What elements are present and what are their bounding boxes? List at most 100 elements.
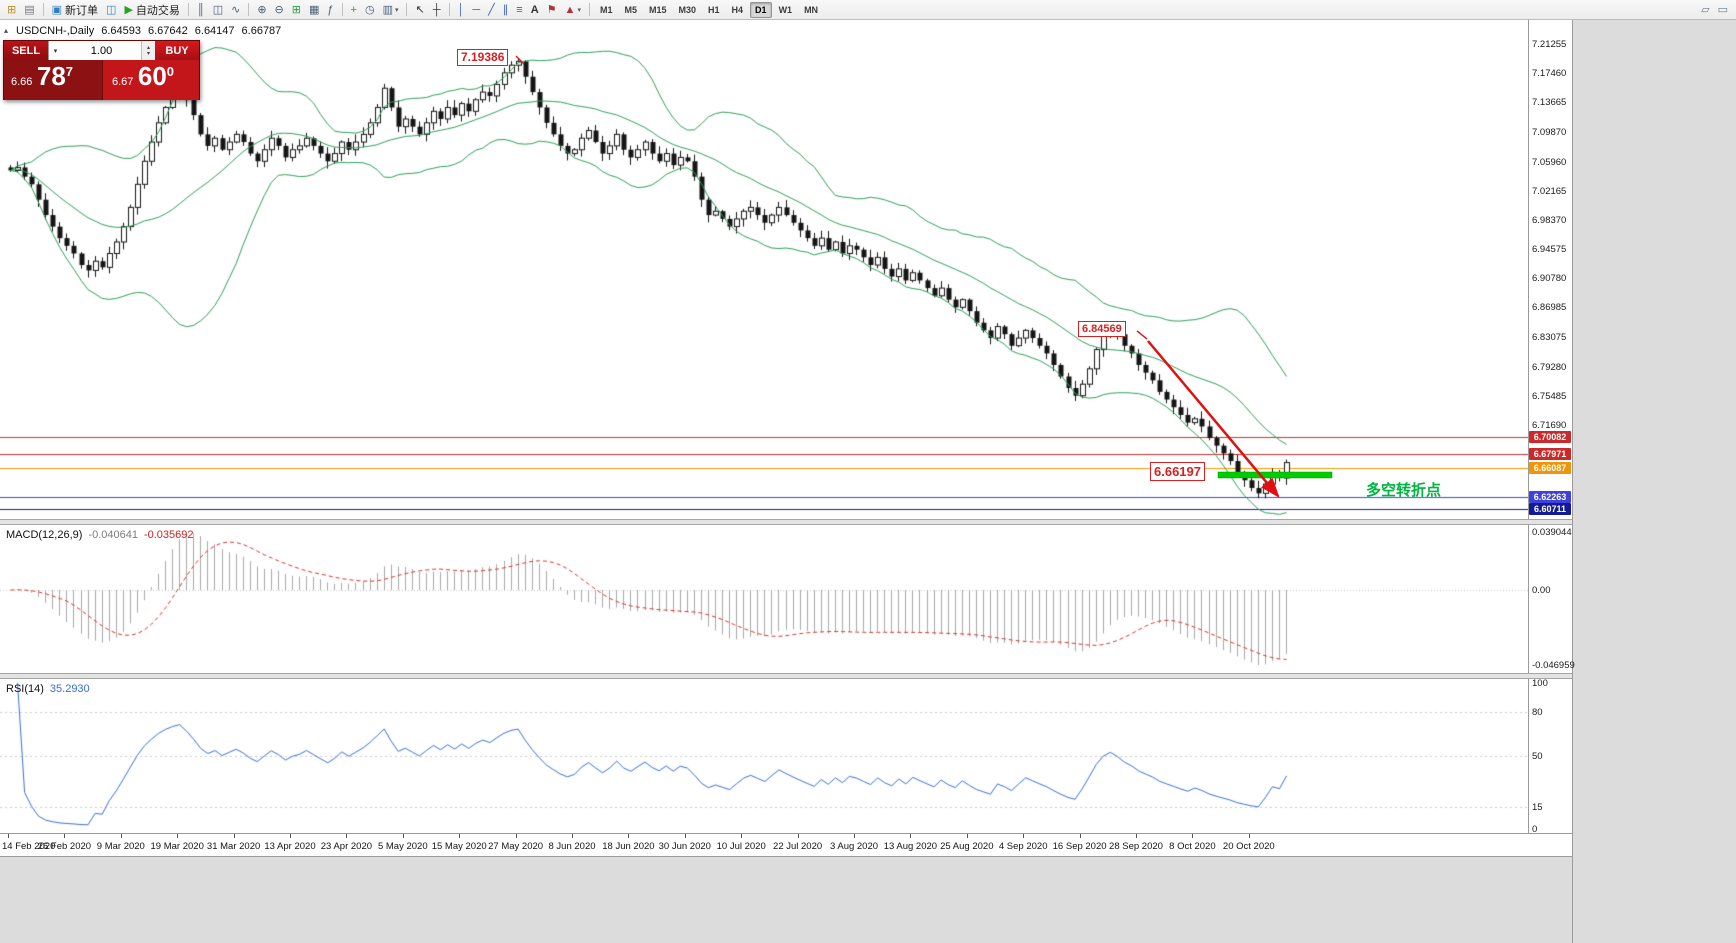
crosshair-icon: ┼ bbox=[432, 3, 441, 16]
price-axis-label: 7.21255 bbox=[1532, 39, 1567, 50]
channel-button[interactable]: ∥ bbox=[499, 1, 513, 19]
window-cascade-button[interactable]: ▱ bbox=[1697, 1, 1713, 19]
sell-price[interactable]: 6.66 787 bbox=[4, 60, 102, 100]
trendline-button[interactable]: ╱ bbox=[484, 1, 499, 19]
main-chart-canvas[interactable] bbox=[0, 20, 1528, 519]
sell-options-dropdown-icon[interactable]: ▾ bbox=[48, 41, 62, 60]
turning-point-text[interactable]: 多空转折点 bbox=[1366, 482, 1442, 499]
rsi-axis-label: 0 bbox=[1532, 824, 1538, 835]
workspace-empty-area bbox=[0, 856, 1572, 943]
text-button[interactable]: A bbox=[527, 1, 543, 19]
buy-button[interactable]: BUY bbox=[155, 41, 199, 60]
zoom-out-button[interactable]: ⊖ bbox=[271, 1, 288, 19]
time-axis-tick bbox=[910, 834, 912, 838]
crosshair-button[interactable]: ┼ bbox=[429, 1, 445, 19]
timeframe-h4-button[interactable]: H4 bbox=[731, 4, 744, 15]
new-chart-button[interactable]: ⊞ bbox=[3, 1, 20, 19]
volume-decrease-icon[interactable]: ▾ bbox=[146, 50, 150, 57]
volume-stepper[interactable]: ▴ ▾ bbox=[141, 41, 155, 60]
window-tile-button[interactable]: ▭ bbox=[1714, 1, 1732, 19]
time-axis-label: 22 Jul 2020 bbox=[773, 841, 823, 852]
time-axis-tick bbox=[684, 834, 686, 838]
price-axis-label: 6.83075 bbox=[1532, 332, 1567, 344]
cursor-button[interactable]: ↖ bbox=[411, 1, 428, 19]
channel-icon: ∥ bbox=[502, 3, 509, 16]
time-axis-tick bbox=[8, 834, 9, 838]
arrows-dropdown-icon[interactable]: ▾ bbox=[577, 6, 581, 14]
periods-button[interactable]: ◷ bbox=[361, 1, 379, 19]
macd-panel-canvas[interactable] bbox=[0, 525, 1528, 673]
price-level-tag[interactable]: 6.60711 bbox=[1529, 503, 1571, 516]
templates-icon: ▥ bbox=[382, 3, 393, 16]
rsi-axis-label: 100 bbox=[1532, 678, 1548, 689]
toolbar-separator bbox=[588, 3, 590, 16]
market-watch-button[interactable]: ◫ bbox=[102, 1, 120, 19]
window-cascade-icon: ▱ bbox=[1701, 4, 1710, 16]
timeframe-h1-button[interactable]: H1 bbox=[708, 4, 720, 15]
horizontal-line-button[interactable]: ─ bbox=[468, 1, 484, 19]
price-level-tag[interactable]: 6.67971 bbox=[1529, 447, 1571, 460]
price-axis-label: 7.02165 bbox=[1532, 185, 1567, 197]
fibonacci-button[interactable]: ≡ bbox=[512, 1, 526, 19]
indicator-list-button[interactable]: ƒ bbox=[323, 1, 337, 19]
workspace-empty-area bbox=[1572, 20, 1736, 943]
time-axis-tick bbox=[64, 834, 66, 838]
timeframe-d1-button[interactable]: D1 bbox=[750, 1, 772, 18]
peak-price-annotation[interactable]: 7.19386 bbox=[457, 49, 509, 66]
volume-input[interactable]: 1.00 bbox=[62, 41, 141, 60]
sell-button[interactable]: SELL bbox=[4, 41, 48, 60]
timeframe-mn-button[interactable]: MN bbox=[804, 4, 819, 15]
text-label-button[interactable]: ⚑ bbox=[543, 1, 561, 19]
new-order-button[interactable]: ▣ 新订单 bbox=[48, 1, 102, 19]
price-level-tag[interactable]: 6.70082 bbox=[1529, 431, 1571, 444]
tile-windows-button[interactable]: ⊞ bbox=[288, 1, 305, 19]
timeframe-m30-button[interactable]: M30 bbox=[678, 4, 697, 15]
price-axis-label: 6.90780 bbox=[1532, 273, 1567, 285]
price-axis-label: 6.94575 bbox=[1532, 244, 1567, 256]
timeframe-m1-button[interactable]: M1 bbox=[599, 4, 613, 15]
timeframe-w1-button[interactable]: W1 bbox=[778, 4, 793, 15]
buy-price[interactable]: 6.67 600 bbox=[102, 60, 199, 100]
time-axis-tick bbox=[797, 834, 799, 838]
trade-panel-prices: 6.66 787 6.67 600 bbox=[4, 60, 199, 100]
price-scale-column bbox=[1528, 20, 1572, 833]
add-indicator-button[interactable]: + bbox=[347, 1, 361, 19]
one-click-panel-toggle-icon[interactable]: ▴ bbox=[4, 26, 9, 35]
volume-increase-icon[interactable]: ▴ bbox=[146, 44, 150, 51]
panel-separator[interactable] bbox=[0, 673, 1572, 679]
rsi-panel-canvas[interactable] bbox=[0, 679, 1528, 833]
arrows-button[interactable]: ▲ ▾ bbox=[561, 1, 585, 19]
price-level-tag[interactable]: 6.66087 bbox=[1529, 462, 1571, 475]
mid-price-annotation[interactable]: 6.84569 bbox=[1078, 321, 1126, 337]
autotrading-button[interactable]: ▶ 自动交易 bbox=[120, 1, 183, 19]
zoom-in-button[interactable]: ⊕ bbox=[253, 1, 270, 19]
time-axis-label: 4 Sep 2020 bbox=[998, 841, 1048, 852]
templates-button[interactable]: ▥ ▾ bbox=[379, 1, 403, 19]
time-axis-tick bbox=[346, 834, 348, 838]
chart-title: USDCNH-,Daily bbox=[16, 25, 95, 37]
bar-chart-button[interactable]: ║ bbox=[193, 1, 209, 19]
price-axis-label: 7.05960 bbox=[1532, 156, 1567, 168]
time-axis-tick bbox=[459, 834, 461, 838]
time-axis-tick bbox=[628, 834, 630, 838]
time-axis-label: 25 Aug 2020 bbox=[940, 841, 994, 852]
price-level-tag[interactable]: 6.62263 bbox=[1529, 491, 1571, 504]
auto-arrange-button[interactable]: ▦ bbox=[305, 1, 323, 19]
new-order-icon: ▣ bbox=[51, 3, 63, 16]
line-chart-button[interactable]: ∿ bbox=[227, 1, 244, 19]
text-icon: A bbox=[530, 3, 539, 16]
panel-separator[interactable] bbox=[0, 519, 1572, 525]
candle-chart-button[interactable]: ◫ bbox=[209, 1, 227, 19]
time-axis-tick bbox=[233, 834, 235, 838]
support-price-annotation[interactable]: 6.66197 bbox=[1150, 462, 1205, 481]
templates-dropdown-icon[interactable]: ▾ bbox=[394, 6, 399, 14]
profiles-button[interactable]: ▤ bbox=[20, 1, 38, 19]
timeframe-m15-button[interactable]: M15 bbox=[648, 4, 667, 15]
buy-price-sup: 0 bbox=[166, 64, 175, 79]
rsi-indicator-label: RSI(14) 35.2930 bbox=[6, 683, 90, 695]
time-axis-tick bbox=[741, 834, 743, 838]
arrows-icon: ▲ bbox=[564, 3, 576, 16]
horizontal-line-icon: ─ bbox=[472, 3, 481, 16]
timeframe-m5-button[interactable]: M5 bbox=[624, 4, 637, 15]
vertical-line-button[interactable]: │ bbox=[454, 1, 469, 19]
